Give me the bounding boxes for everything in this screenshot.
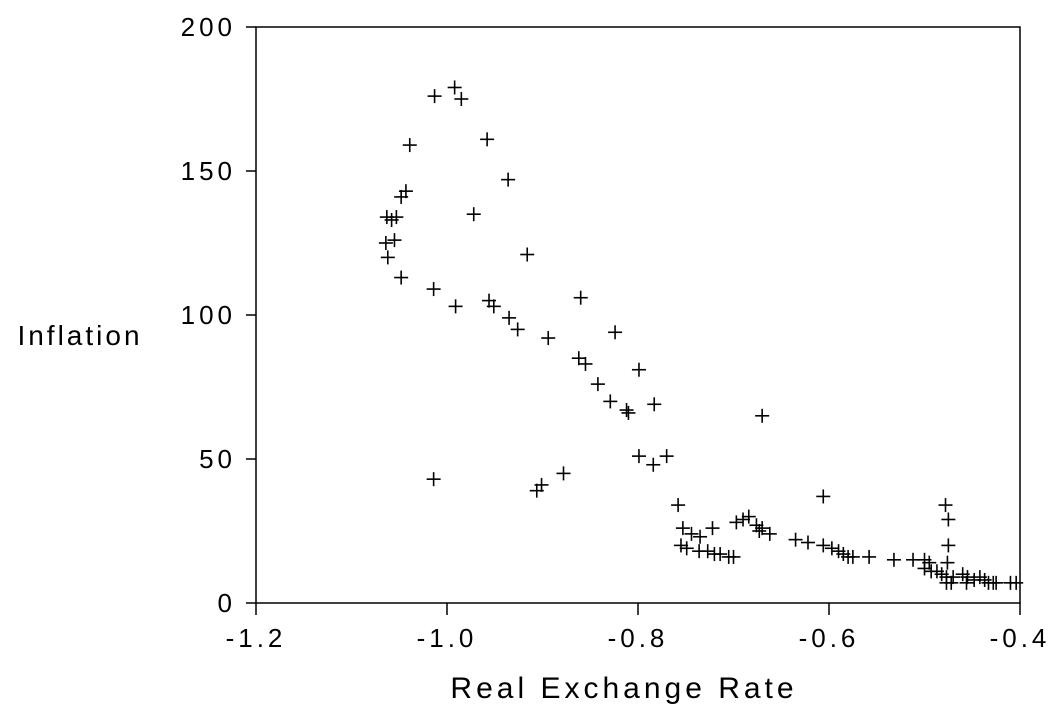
- data-point: [917, 561, 932, 576]
- data-point: [402, 138, 417, 153]
- data-point: [510, 322, 525, 337]
- data-point: [502, 310, 517, 325]
- plot-frame: [255, 26, 1021, 604]
- x-tick-label: -0.4: [990, 623, 1051, 653]
- data-point: [480, 132, 495, 147]
- data-point: [646, 457, 661, 472]
- data-point: [578, 356, 593, 371]
- data-points: [378, 80, 1024, 590]
- y-axis: 0 50 100 150 200: [181, 12, 256, 618]
- data-point: [389, 210, 404, 225]
- x-axis-label: Real Exchange Rate: [450, 672, 797, 705]
- y-tick-label: 200: [181, 12, 236, 42]
- data-point: [619, 403, 634, 418]
- data-point: [684, 526, 699, 541]
- data-point: [940, 555, 955, 570]
- data-point: [752, 524, 767, 538]
- data-point: [486, 299, 501, 314]
- data-point: [939, 575, 954, 590]
- data-point: [529, 483, 544, 498]
- data-point: [788, 532, 803, 547]
- data-point: [977, 572, 992, 587]
- data-point: [427, 89, 442, 104]
- data-point: [380, 250, 395, 265]
- data-point: [989, 575, 1004, 590]
- x-tick-label: -0.8: [608, 623, 669, 653]
- data-point: [466, 207, 481, 222]
- x-tick-label: -1.2: [226, 623, 287, 653]
- data-point: [448, 299, 463, 314]
- data-point: [816, 489, 831, 504]
- data-point: [741, 509, 756, 524]
- x-axis: -1.2 -1.0 -0.8 -0.6 -0.4: [226, 603, 1051, 653]
- data-point: [520, 247, 535, 262]
- data-point: [387, 233, 402, 248]
- data-point: [700, 544, 715, 559]
- data-point: [454, 92, 469, 106]
- data-point: [705, 521, 720, 536]
- data-point: [631, 449, 646, 464]
- data-point: [647, 397, 662, 412]
- data-point: [693, 529, 708, 544]
- data-point: [556, 466, 571, 481]
- data-point: [959, 575, 974, 590]
- y-axis-label: Inflation: [17, 320, 142, 351]
- data-point: [749, 518, 764, 533]
- data-point: [426, 282, 441, 297]
- data-point: [729, 515, 744, 530]
- data-point: [941, 538, 956, 553]
- data-point: [938, 498, 953, 513]
- data-point: [1009, 575, 1024, 590]
- y-tick-label: 100: [181, 300, 236, 330]
- data-point: [394, 270, 409, 285]
- data-point: [762, 526, 777, 541]
- data-point: [824, 541, 839, 556]
- x-tick-label: -0.6: [799, 623, 860, 653]
- data-point: [603, 394, 618, 409]
- data-point: [631, 362, 646, 377]
- data-point: [800, 535, 815, 550]
- data-point: [621, 405, 636, 420]
- data-point: [571, 351, 586, 366]
- data-point: [941, 512, 956, 527]
- data-point: [713, 547, 728, 562]
- data-point: [816, 538, 831, 553]
- data-point: [378, 236, 393, 250]
- data-point: [726, 549, 741, 564]
- data-point: [394, 189, 409, 204]
- data-point: [541, 331, 556, 346]
- data-point: [659, 449, 674, 464]
- data-point: [573, 290, 588, 305]
- data-point: [671, 498, 686, 513]
- data-point: [886, 552, 901, 567]
- data-point: [755, 408, 770, 423]
- data-point: [960, 570, 975, 585]
- data-point: [845, 549, 860, 564]
- data-point: [590, 377, 605, 392]
- data-point: [675, 521, 690, 536]
- y-tick-label: 50: [199, 444, 236, 474]
- y-tick-label: 150: [181, 156, 236, 186]
- data-point: [755, 521, 770, 536]
- data-point: [501, 172, 516, 187]
- data-point: [736, 512, 751, 527]
- data-point: [673, 538, 688, 553]
- data-point: [862, 549, 877, 564]
- data-point: [608, 325, 623, 340]
- x-tick-label: -1.0: [417, 623, 478, 653]
- data-point: [946, 570, 961, 585]
- data-point: [679, 541, 694, 556]
- data-point: [426, 472, 441, 487]
- data-point: [447, 80, 462, 95]
- y-tick-label: 0: [218, 588, 236, 618]
